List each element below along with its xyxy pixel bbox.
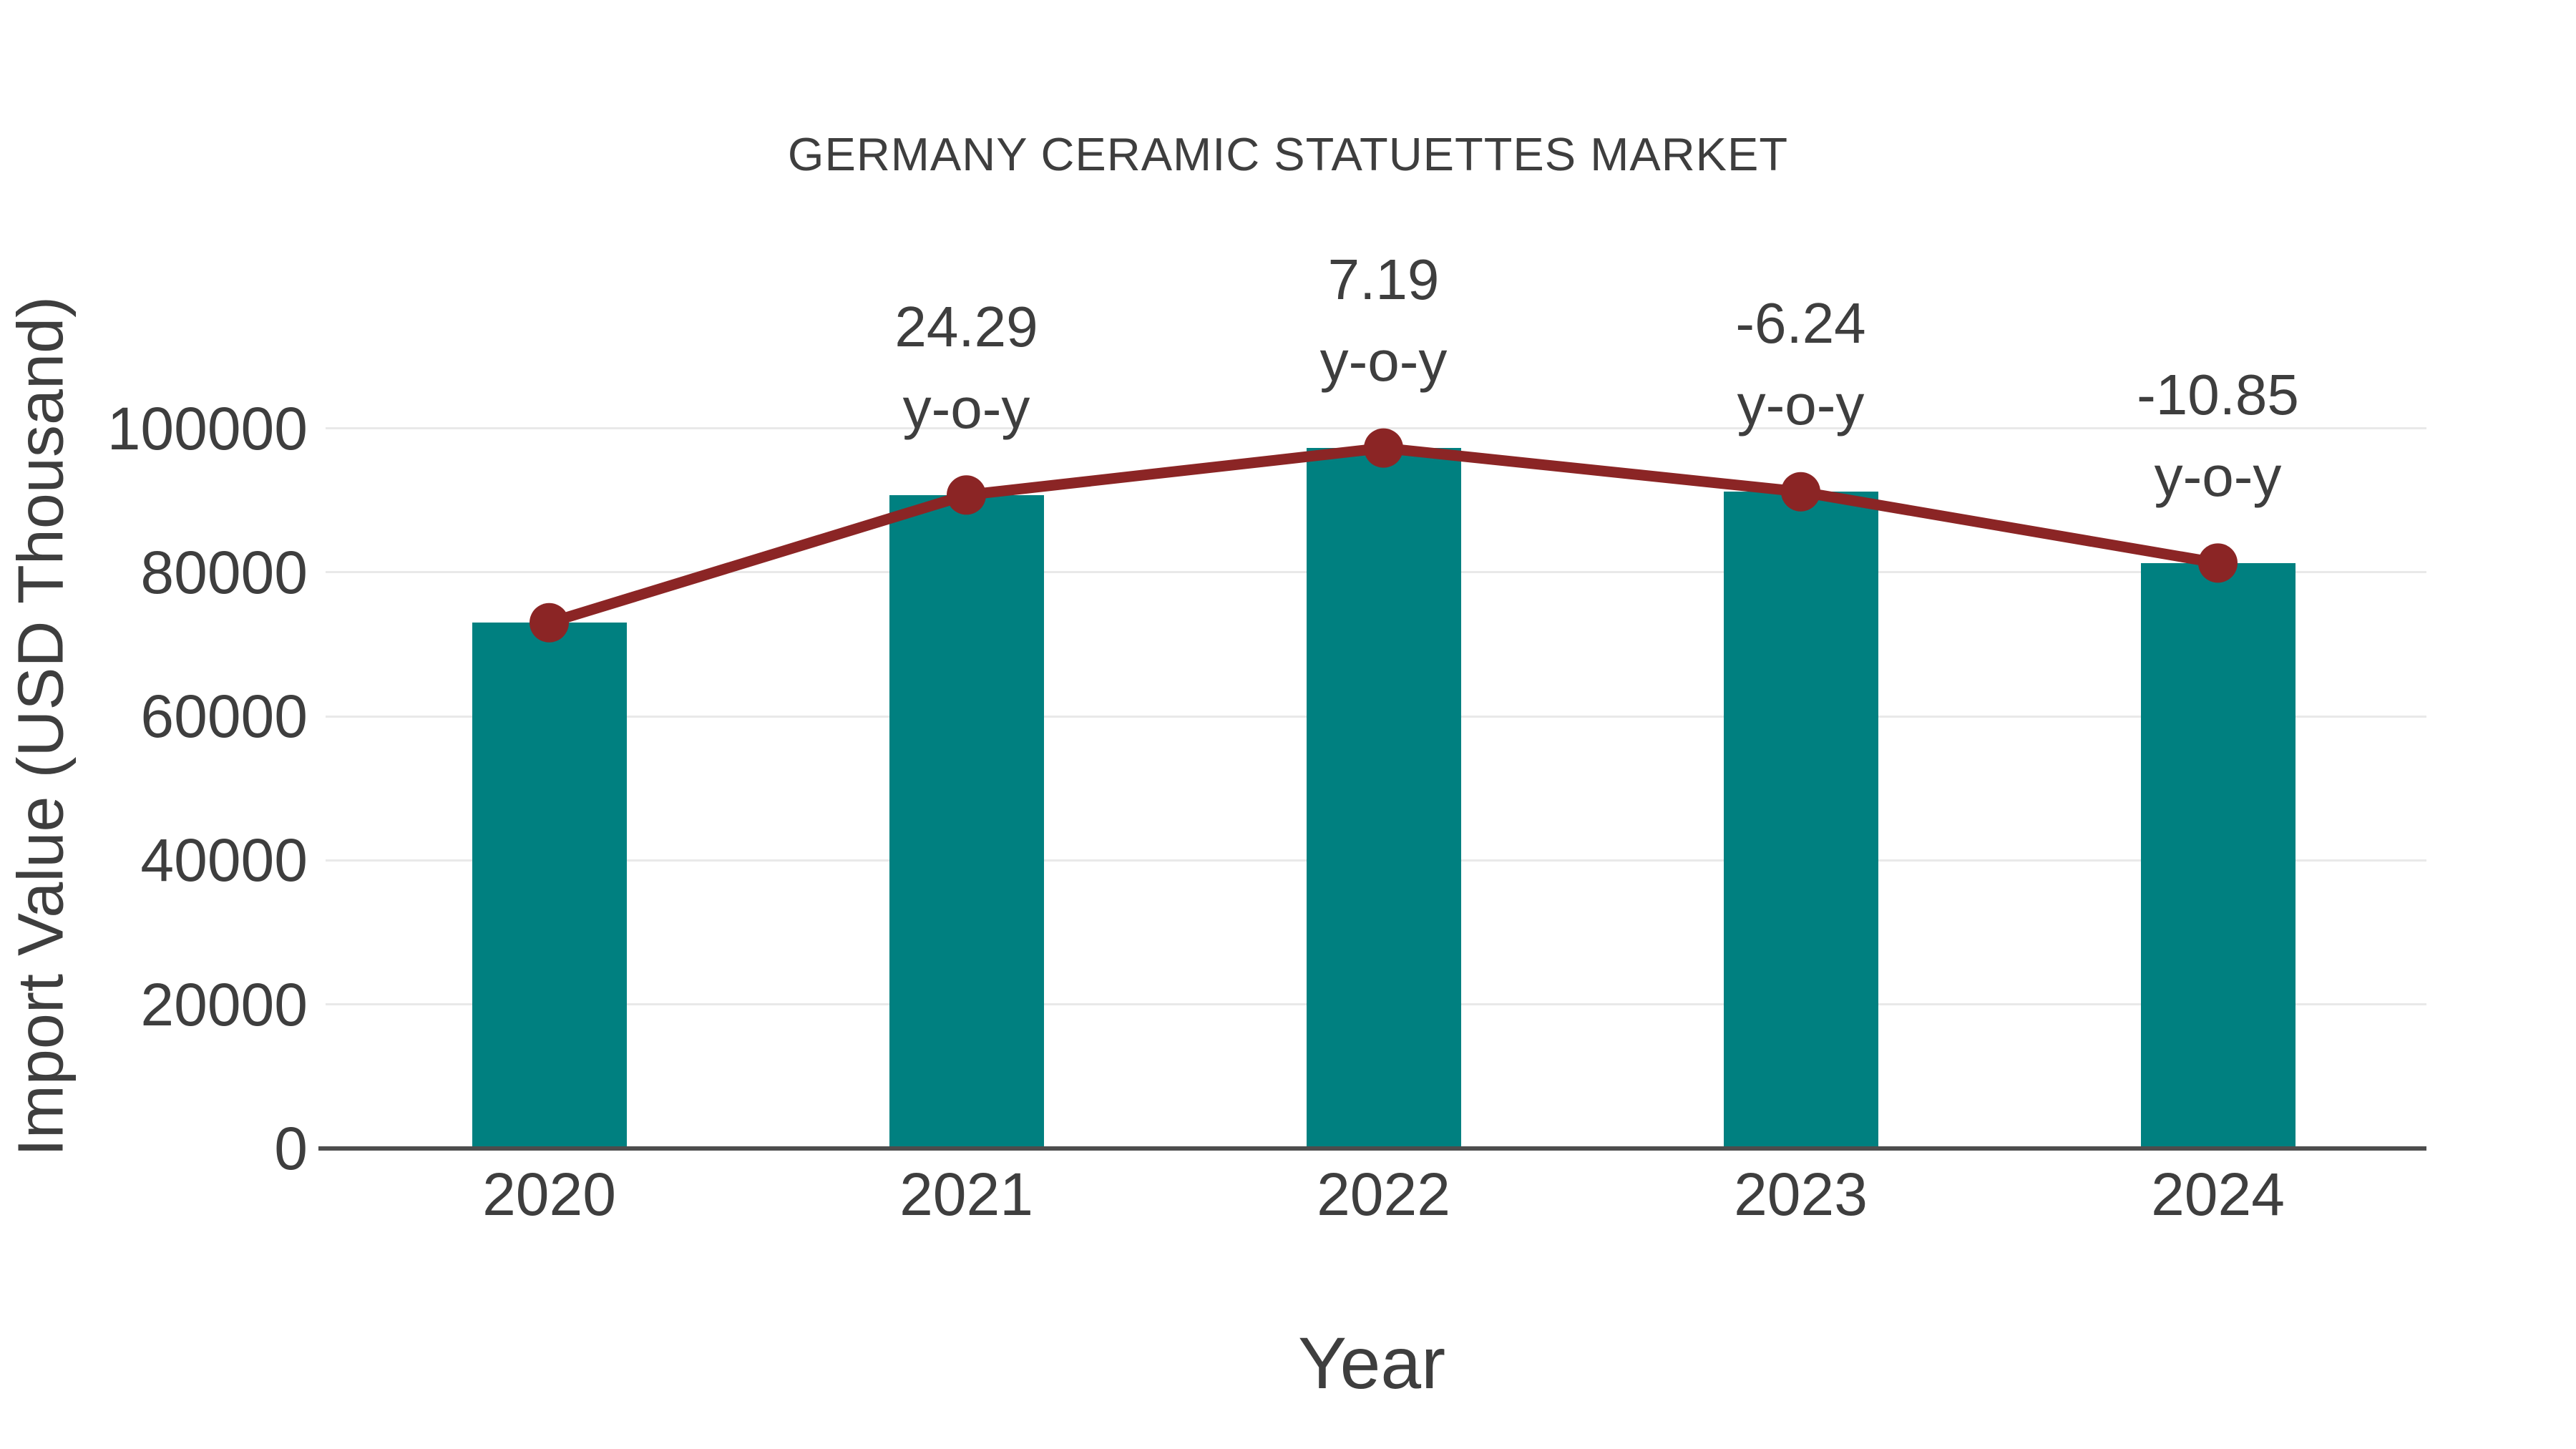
yoy-annotation-value: 24.29	[894, 294, 1038, 358]
y-tick-label-40000: 40000	[140, 826, 308, 894]
y-tick-label-20000: 20000	[140, 970, 308, 1038]
x-tick-label-2020: 2020	[482, 1161, 616, 1228]
y-tick-label-80000: 80000	[140, 538, 308, 606]
yoy-annotation-2021: 24.29 y-o-y	[738, 286, 1196, 449]
y-tick-label-0: 0	[274, 1115, 308, 1182]
x-tick-label-2021: 2021	[899, 1161, 1033, 1228]
chart-title: GERMANY CERAMIC STATUETTES MARKET	[787, 128, 1789, 180]
yoy-annotation-2024: -10.85 y-o-y	[1989, 354, 2447, 517]
yoy-annotation-suffix: y-o-y	[902, 376, 1030, 440]
bar-2020	[472, 623, 627, 1148]
bar-2022	[1306, 448, 1461, 1148]
gridline-y-100000	[326, 427, 2426, 429]
yoy-annotation-value: 7.19	[1327, 248, 1440, 312]
yoy-annotation-suffix: y-o-y	[1319, 329, 1448, 394]
yoy-annotation-value: -6.24	[1735, 291, 1866, 356]
yoy-annotation-2022: 7.19 y-o-y	[1155, 239, 1613, 402]
yoy-annotation-suffix: y-o-y	[2154, 444, 2282, 508]
yoy-annotation-value: -10.85	[2137, 362, 2299, 426]
yoy-annotation-suffix: y-o-y	[1737, 373, 1865, 437]
x-tick-label-2024: 2024	[2151, 1161, 2285, 1228]
y-tick-label-60000: 60000	[140, 683, 308, 751]
bar-2021	[889, 494, 1044, 1148]
x-tick-label-2023: 2023	[1734, 1161, 1868, 1228]
x-tick-label-2022: 2022	[1317, 1161, 1450, 1228]
yoy-annotation-2023: -6.24 y-o-y	[1572, 283, 2030, 446]
bar-2023	[1723, 492, 1878, 1148]
x-axis-title: Year	[1297, 1322, 1446, 1404]
bar-2024	[2140, 562, 2296, 1148]
y-tick-label-100000: 100000	[107, 394, 308, 462]
x-axis-baseline	[318, 1146, 2426, 1151]
